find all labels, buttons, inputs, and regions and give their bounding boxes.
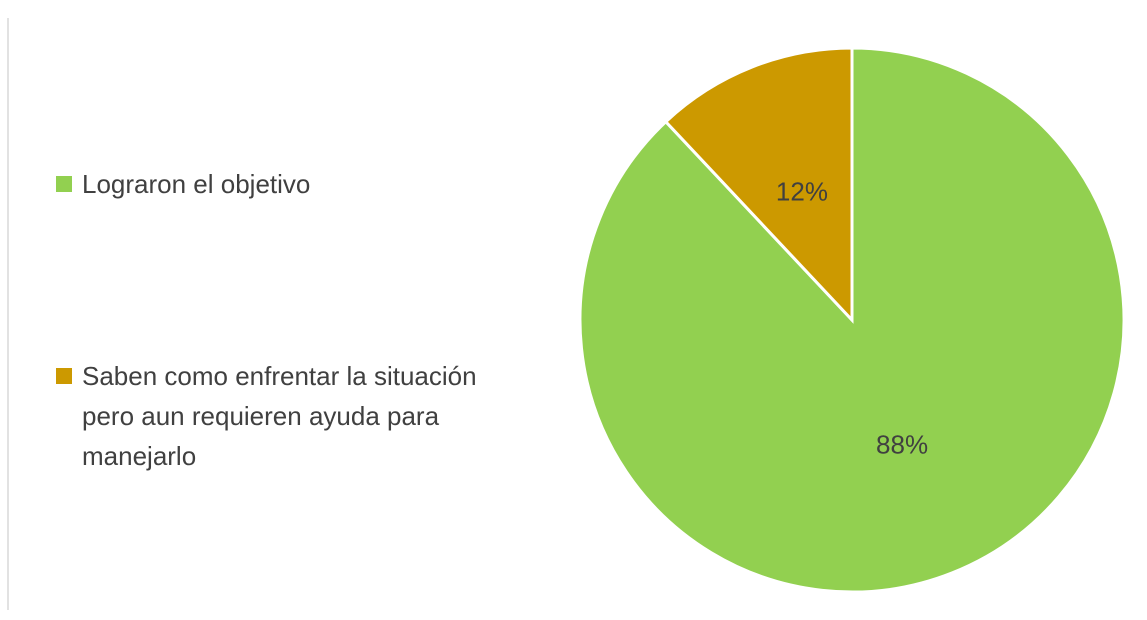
pie-slice <box>663 46 854 324</box>
data-label: 88% <box>876 429 928 459</box>
legend-item: Saben como enfrentar la situación pero a… <box>56 356 516 476</box>
legend-swatch <box>56 176 72 192</box>
legend-item: Lograron el objetivo <box>56 164 516 204</box>
legend-label: Saben como enfrentar la situación pero a… <box>82 361 477 471</box>
data-label: 12% <box>776 176 828 206</box>
legend-swatch <box>56 368 72 384</box>
legend-label: Lograron el objetivo <box>82 169 311 199</box>
